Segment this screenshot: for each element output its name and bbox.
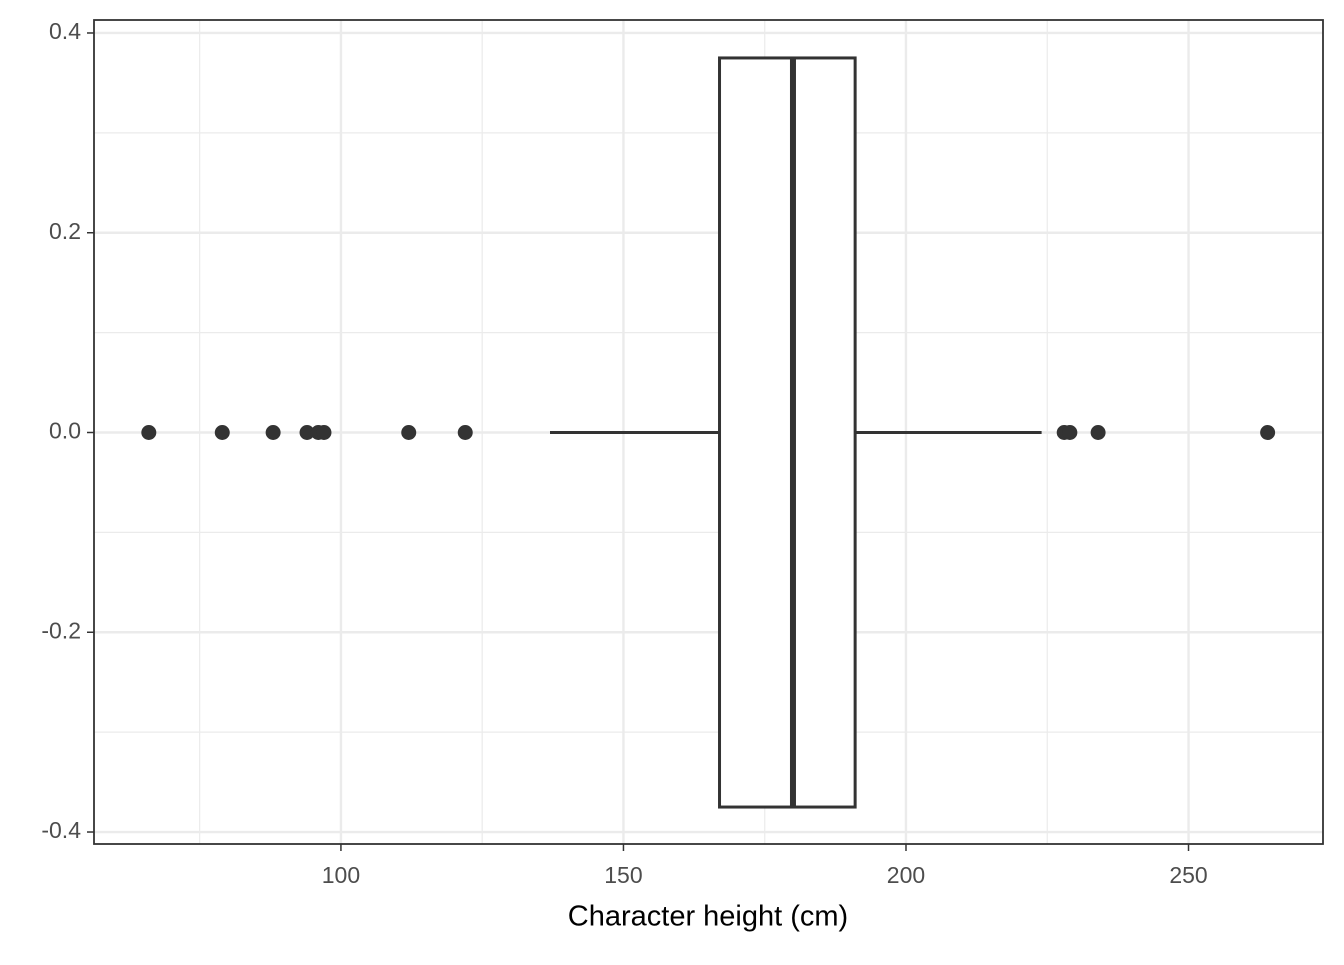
y-tick-label: -0.2 [41, 617, 81, 643]
outlier [316, 424, 332, 440]
outlier [214, 424, 230, 440]
panel-border [93, 19, 1324, 845]
y-tick-label: 0.2 [49, 218, 81, 244]
y-tick-label: 0.4 [49, 18, 81, 44]
outlier [457, 424, 473, 440]
x-tick-label: 150 [604, 862, 642, 888]
outlier [265, 424, 281, 440]
x-tick-label: 200 [887, 862, 925, 888]
x-axis-label: Character height (cm) [568, 901, 848, 933]
outlier [299, 424, 315, 440]
y-tick-label: 0.0 [49, 418, 81, 444]
x-tick-label: 250 [1169, 862, 1207, 888]
outlier [1260, 424, 1276, 440]
y-tick-label: -0.4 [41, 817, 81, 843]
x-tick-label: 100 [322, 862, 360, 888]
outlier [1090, 424, 1106, 440]
outlier [401, 424, 417, 440]
outlier [1062, 424, 1078, 440]
outlier [141, 424, 157, 440]
box [718, 56, 857, 809]
